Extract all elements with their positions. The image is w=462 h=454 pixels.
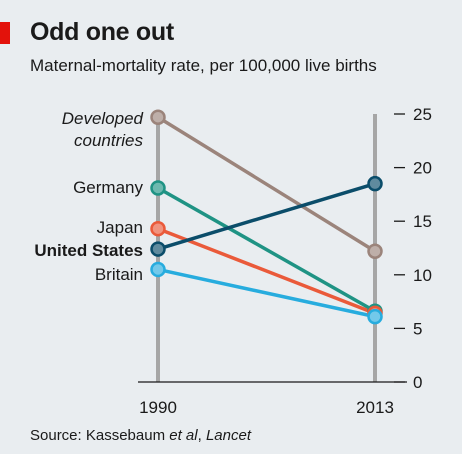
series-label-united-states-0: United States [34,241,143,260]
source-separator: , [197,427,206,444]
y-tick-label-10: 10 [413,266,432,285]
source-note: Source: Kassebaum et al, Lancet [30,427,251,444]
series-label-developed-countries-0: Developed [62,109,144,128]
point-japan-1990 [150,220,166,237]
point-united-states-2013 [367,175,383,192]
point-britain-1990 [150,261,166,278]
series-label-germany-0: Germany [73,178,143,197]
chart-title: Odd one out [30,18,174,46]
brand-red-tab [0,22,10,44]
x-tick-label-1990: 1990 [139,398,177,417]
series-line-united-states [156,181,377,251]
source-etal: et al [169,427,198,444]
point-britain-2013 [367,308,383,325]
series-line-japan [156,226,377,316]
series-label-britain-0: Britain [95,265,143,284]
series-line-britain [156,267,377,319]
y-tick-label-15: 15 [413,212,432,231]
x-tick-label-2013: 2013 [356,398,394,417]
point-germany-1990 [150,180,166,196]
source-prefix: Source: Kassebaum [30,427,170,444]
point-developed-countries-2013 [367,243,383,259]
series-label-developed-countries-1: countries [74,131,143,150]
point-developed-countries-1990 [150,109,166,125]
point-united-states-1990 [150,241,166,257]
source-journal: Lancet [205,427,251,444]
y-tick-label-20: 20 [413,159,432,178]
y-tick-label-25: 25 [413,105,432,124]
series-line-developed-countries [156,115,377,253]
series-line-germany [156,186,377,313]
chart-subtitle: Maternal-mortality rate, per 100,000 liv… [30,56,377,75]
y-tick-label-0: 0 [413,373,422,392]
series-label-japan-0: Japan [97,218,143,237]
y-tick-label-5: 5 [413,319,422,338]
